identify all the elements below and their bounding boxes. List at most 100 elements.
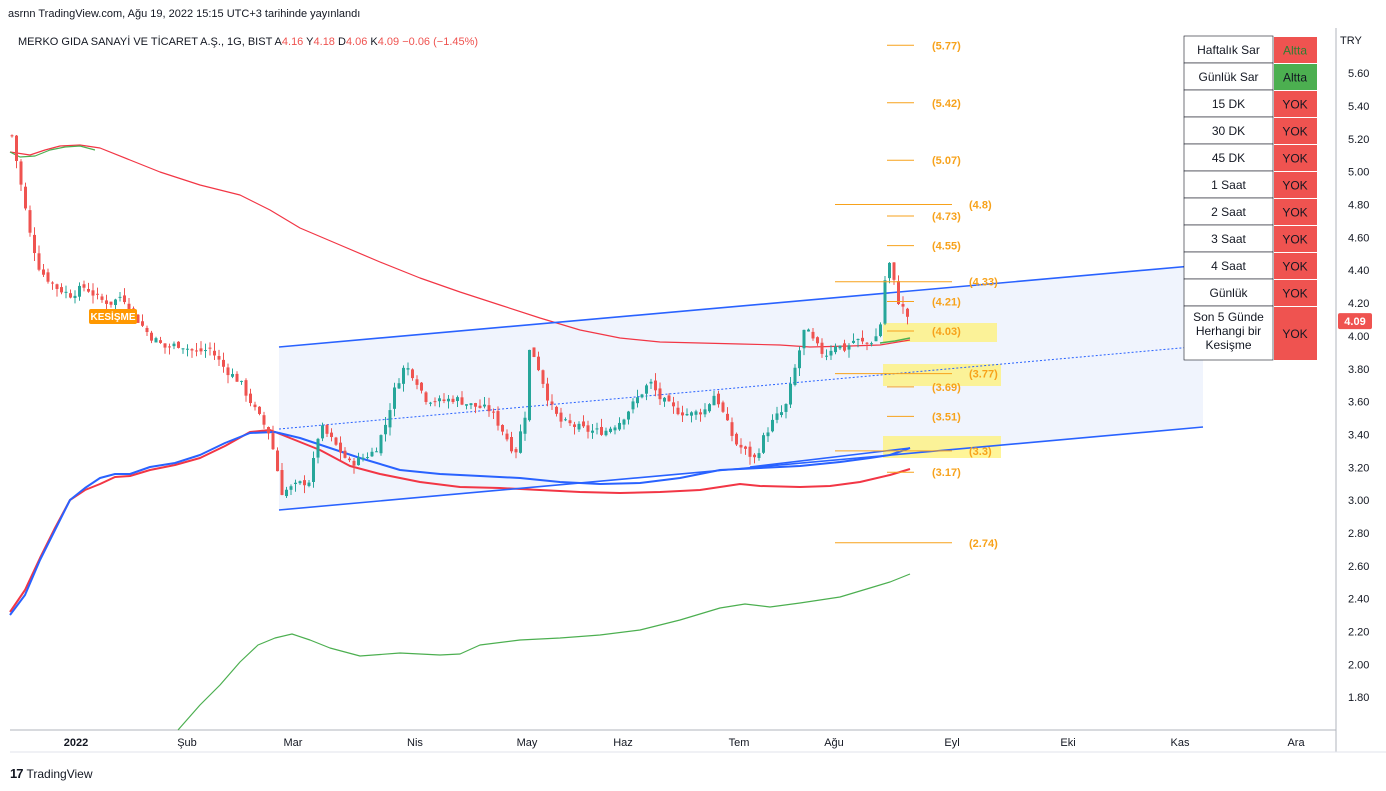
candle-body [505,433,509,440]
x-tick-label: Tem [729,737,750,749]
candle-body [172,343,176,347]
candle-body [532,347,536,357]
candle-body [496,411,500,426]
y-tick-label: 2.40 [1348,594,1369,606]
candle-body [681,412,684,416]
level-label: (3.3) [969,446,992,458]
candle-body [406,368,410,370]
candle-body [433,401,437,403]
candle-body [690,412,693,416]
candle-body [244,380,248,396]
candle-body [739,444,743,448]
candle-body [294,482,297,485]
candle-body [195,350,198,352]
x-tick-label: Ara [1287,737,1305,749]
signal-value: YOK [1282,206,1307,220]
candle-body [388,410,392,428]
y-tick-label: 5.00 [1348,167,1369,179]
candle-body [546,383,549,401]
candle-body [136,314,140,323]
ema-red [9,429,911,613]
candle-body [60,287,63,293]
candle-body [852,340,855,343]
y-tick-label: 3.60 [1348,397,1369,409]
candle-body [897,281,900,305]
candle-body [600,426,603,435]
candle-body [901,304,905,307]
candle-body [838,345,842,349]
candle-body [663,397,666,402]
candle-body [186,348,189,350]
y-tick-label: 5.40 [1348,101,1369,113]
signal-label: 1 Saat [1211,178,1246,192]
signal-value: YOK [1282,260,1307,274]
candle-body [420,382,423,391]
candle-body [46,272,50,282]
candle-body [55,284,59,289]
candle-body [766,432,770,437]
x-tick-label: Ağu [824,737,844,749]
candle-body [483,404,486,407]
signal-label-cell [1183,251,1274,280]
signal-value: Altta [1283,44,1307,58]
candle-body [748,446,752,457]
tradingview-logo[interactable]: 17 TradingView [10,766,93,781]
x-tick-label: 2022 [64,737,88,749]
candle-body [829,350,833,356]
candle-body [730,422,734,436]
candle-body [550,401,554,405]
signal-value-cell [1274,253,1317,279]
candle-body [460,397,464,405]
candles [10,134,909,498]
x-tick-label: Eki [1060,737,1075,749]
signal-label-cell [1183,62,1274,91]
sma-green [177,573,911,731]
candle-body [190,349,194,351]
y-tick-label: 3.40 [1348,429,1369,441]
candle-body [249,393,252,404]
signal-value: YOK [1282,98,1307,112]
signal-label-line: Kesişme [1205,338,1251,352]
candle-body [564,419,567,421]
candle-body [568,420,572,424]
candle-body [87,289,90,292]
signal-label-cell [1183,278,1274,307]
y-tick-label: 3.80 [1348,364,1369,376]
signal-value-cell [1274,37,1317,63]
last-price-label: 4.09 [1344,316,1365,328]
candle-body [883,280,887,324]
sma-green-recent [879,337,911,344]
candle-body [469,403,473,406]
candle-body [640,394,644,398]
candle-body [114,299,117,306]
level-label: (4.33) [969,277,998,289]
highlight-zone-403 [883,323,997,342]
candle-body [757,453,761,458]
candle-body [523,417,527,434]
y-tick-label: 3.00 [1348,495,1369,507]
candle-body [69,293,72,298]
candle-body [685,413,689,416]
candle-body [181,348,185,350]
candle-body [82,284,86,288]
candle-body [357,457,360,466]
x-tick-label: Eyl [944,737,959,749]
candle-body [573,424,576,427]
signal-value: YOK [1282,152,1307,166]
candle-body [744,446,747,449]
candle-body [892,262,896,280]
candle-body [487,405,491,412]
candle-body [465,404,468,406]
candle-body [726,413,729,421]
signal-value-cell [1274,91,1317,117]
candle-body [843,343,846,351]
candle-body [51,282,54,284]
ohlc-key: K [370,36,378,48]
candle-body [645,385,648,394]
y-tick-label: 1.80 [1348,692,1369,704]
candle-body [667,395,671,402]
candle-body [96,293,99,295]
sma-green-top [9,145,96,158]
candle-body [78,285,81,297]
